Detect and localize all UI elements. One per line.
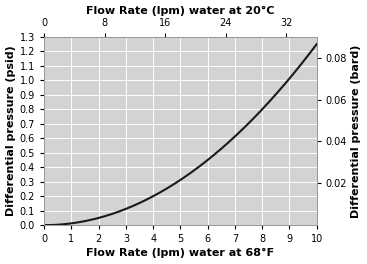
Y-axis label: Differential pressure (bard): Differential pressure (bard) — [352, 44, 361, 218]
X-axis label: Flow Rate (lpm) water at 20°C: Flow Rate (lpm) water at 20°C — [86, 6, 275, 16]
X-axis label: Flow Rate (lpm) water at 68°F: Flow Rate (lpm) water at 68°F — [86, 248, 275, 258]
Y-axis label: Differential pressure (psid): Differential pressure (psid) — [6, 46, 15, 216]
